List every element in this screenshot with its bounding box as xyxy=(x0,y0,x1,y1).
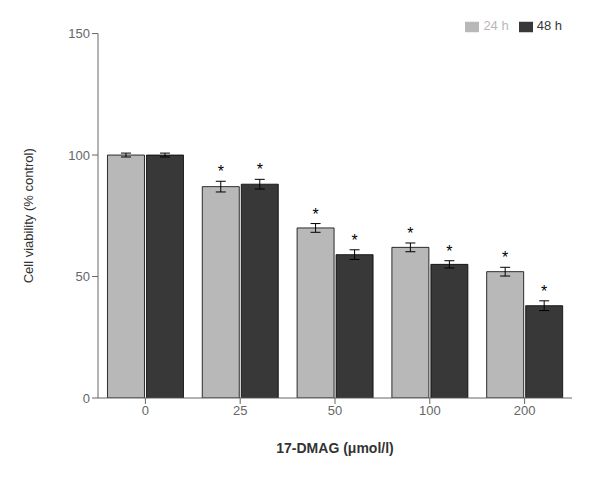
svg-text:*: * xyxy=(502,249,508,266)
html-text:48 h: 48 h xyxy=(536,18,562,33)
svg-text:0: 0 xyxy=(83,391,90,406)
svg-text:50: 50 xyxy=(76,269,90,284)
svg-text:25: 25 xyxy=(233,403,247,418)
svg-text:*: * xyxy=(312,206,318,223)
svg-text:100: 100 xyxy=(68,148,90,163)
svg-text:*: * xyxy=(541,283,547,300)
svg-text:150: 150 xyxy=(68,26,90,41)
svg-text:*: * xyxy=(446,243,452,260)
svg-text:100: 100 xyxy=(419,403,441,418)
svg-text:17-DMAG (μmol/l): 17-DMAG (μmol/l) xyxy=(276,440,393,456)
svg-text:200: 200 xyxy=(514,403,536,418)
svg-text:Cell viability (% control): Cell viability (% control) xyxy=(21,148,36,283)
svg-text:*: * xyxy=(407,225,413,242)
svg-text:50: 50 xyxy=(328,403,342,418)
svg-text:*: * xyxy=(218,163,224,180)
svg-text:0: 0 xyxy=(142,403,149,418)
svg-text:*: * xyxy=(257,161,263,178)
html-text:24 h: 24 h xyxy=(483,18,509,33)
svg-text:*: * xyxy=(351,232,357,249)
